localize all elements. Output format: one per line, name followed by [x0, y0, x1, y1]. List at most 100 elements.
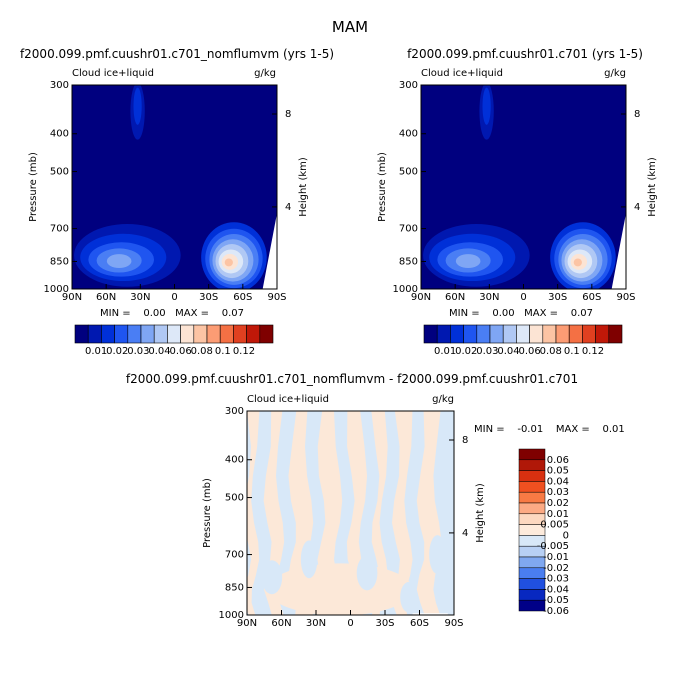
diff-positive-band [371, 411, 388, 615]
colorbar-box [114, 324, 129, 344]
panel-3-title: f2000.099.pmf.cuushr01.c701_nomflumvm - … [126, 372, 578, 386]
colorbar-box [518, 448, 546, 461]
x-tick-label: 60N [96, 292, 116, 303]
x-tick-label: 90S [267, 292, 286, 303]
colorbar-label: 0.01 [547, 509, 569, 520]
y2-tick-label: 4 [634, 202, 640, 213]
panel-3-units: g/kg [432, 394, 454, 405]
y-tick-label: 400 [225, 455, 244, 466]
colorbar-label: 0.01 [434, 346, 456, 357]
x-tick-label: 90S [616, 292, 635, 303]
diff-negative-patch [400, 582, 417, 613]
colorbar-box [582, 324, 596, 344]
colorbar-box [518, 481, 546, 493]
y-tick-label: 300 [399, 80, 418, 91]
panel-2-minmax: MIN = 0.00 MAX = 0.07 [449, 308, 593, 319]
colorbar-box [608, 324, 623, 344]
panel-1-colorbar: 0.010.020.030.040.060.08 0.1 0.12 [74, 324, 274, 357]
panel-2-field [421, 85, 626, 289]
colorbar-label: -0.04 [543, 584, 569, 595]
x-tick-label: 30N [306, 618, 326, 629]
colorbar-label: 0.1 [564, 346, 580, 357]
panel-1-variable: Cloud ice+liquid [72, 68, 154, 79]
colorbar-box [489, 324, 504, 344]
x-tick-label: 90N [411, 292, 431, 303]
colorbar-box [74, 324, 89, 344]
y-tick-label: 700 [399, 224, 418, 235]
y2-tick-label: 8 [285, 109, 291, 120]
y-tick-label: 700 [50, 224, 69, 235]
panel-1-field [72, 85, 277, 289]
colorbar-box [87, 324, 102, 344]
cloud-contour-upper [482, 87, 491, 125]
colorbar-box [127, 324, 142, 344]
panel-3-minmax: MIN = -0.01 MAX = 0.01 [474, 424, 625, 435]
x-tick-label: 60S [410, 618, 429, 629]
x-tick-label: 0 [520, 292, 526, 303]
y-tick-label: 850 [50, 256, 69, 267]
diff-positive-patch [267, 563, 413, 615]
panel-1-minmax: MIN = 0.00 MAX = 0.07 [100, 308, 244, 319]
colorbar-box [193, 324, 208, 344]
y2-tick-label: 8 [462, 435, 468, 446]
panel-2-colorbar: 0.010.020.030.040.060.08 0.1 0.12 [423, 324, 623, 357]
diff-negative-patch [300, 540, 318, 579]
x-tick-label: 30N [479, 292, 499, 303]
panel-1-y2label: Height (km) [298, 157, 309, 217]
colorbar-label: -0.01 [543, 552, 569, 563]
x-tick-label: 60S [582, 292, 601, 303]
colorbar-box [101, 324, 115, 344]
colorbar-box [518, 459, 546, 471]
colorbar-box [153, 324, 168, 344]
colorbar-label: -0.06 [543, 606, 569, 617]
colorbar-label: 0 [563, 530, 569, 541]
colorbar-label: 0.01 [85, 346, 107, 357]
panel-1-units: g/kg [254, 68, 276, 79]
colorbar-label: 0.02 [106, 346, 128, 357]
colorbar-label: 0.04 [497, 346, 519, 357]
colorbar-label: 0.12 [582, 346, 604, 357]
panel-2-axes: 90N 60N 30N 0 30S 60S 90S 300 400 500 700 850 1000 8 4 [393, 80, 641, 303]
panel-3-variable: Cloud ice+liquid [247, 394, 329, 405]
missing-data-area [262, 213, 277, 289]
colorbar-box [246, 324, 261, 344]
panel-2-units: g/kg [604, 68, 626, 79]
diff-negative-patch [261, 560, 283, 595]
colorbar-label: 0.02 [455, 346, 477, 357]
y-tick-label: 700 [225, 550, 244, 561]
colorbar-box [555, 324, 570, 344]
y-tick-label: 400 [399, 129, 418, 140]
colorbar-label: -0.05 [543, 595, 569, 606]
colorbar-label: 0.06 [518, 346, 540, 357]
page-title: MAM [332, 18, 368, 36]
cloud-contour-nh [106, 254, 132, 269]
colorbar-label: 0.03 [476, 346, 498, 357]
colorbar-box [518, 567, 546, 579]
y2-tick-label: 8 [634, 109, 640, 120]
x-tick-label: 30N [130, 292, 150, 303]
colorbar-label: 0.005 [540, 520, 569, 531]
colorbar-box [476, 324, 491, 344]
colorbar-box [518, 491, 546, 504]
x-tick-label: 30S [199, 292, 218, 303]
x-tick-label: 60N [271, 618, 291, 629]
panel-1: f2000.099.pmf.cuushr01.c701_nomflumvm (y… [20, 47, 334, 357]
x-tick-label: 60S [233, 292, 252, 303]
cloud-contour-nh [455, 254, 481, 269]
colorbar-label: 0.03 [547, 487, 569, 498]
panel-3-axes: 90N 60N 30N 0 30S 60S 90S 300 400 500 700 850 1000 8 4 [219, 406, 469, 629]
colorbar-label: -0.02 [543, 563, 569, 574]
y-tick-label: 300 [225, 406, 244, 417]
diff-positive-band [247, 411, 260, 615]
colorbar-label: 0.08 [191, 346, 213, 357]
x-tick-label: 30S [375, 618, 394, 629]
diff-negative-patch [356, 555, 378, 591]
colorbar-box [423, 324, 438, 344]
diff-positive-band [288, 411, 314, 615]
colorbar-label: -0.005 [537, 541, 569, 552]
panel-3-colorbar: 0.060.050.040.030.020.010.0050-0.005-0.0… [518, 448, 569, 617]
colorbar-box [436, 324, 451, 344]
colorbar-box [518, 578, 546, 590]
colorbar-box [233, 324, 247, 344]
diff-positive-band [391, 411, 413, 615]
